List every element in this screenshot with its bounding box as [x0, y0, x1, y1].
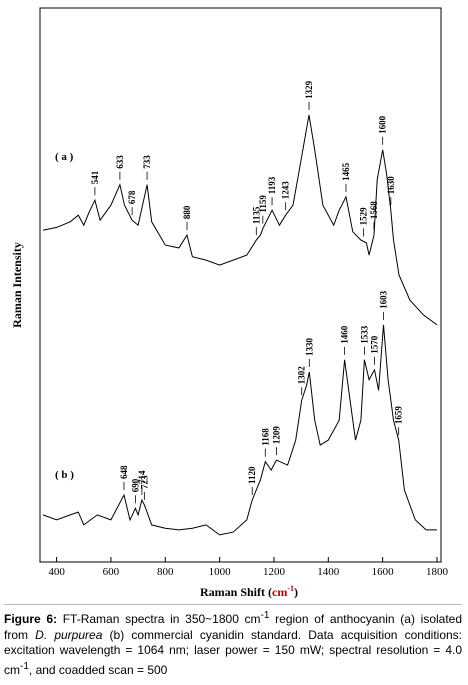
- peak-label: 1329: [304, 80, 314, 99]
- peak-label: 1533: [359, 325, 369, 344]
- caption-label: Figure 6:: [4, 612, 58, 626]
- peak-label: 1568: [369, 201, 379, 220]
- peak-label: 1135: [251, 206, 261, 224]
- peak-label: 633: [115, 155, 125, 169]
- caption-sup: -1: [260, 610, 270, 621]
- caption-text: region of anthocyanin (a) isolated from: [4, 612, 463, 642]
- x-label-unit: cm: [272, 585, 287, 599]
- peak-label: 1168: [260, 428, 270, 446]
- peak-label: 1330: [304, 337, 314, 356]
- peak-label: 733: [142, 155, 152, 169]
- chart: Raman Shift (cm-1) Raman Intensity 400 60…: [10, 7, 449, 599]
- x-tick-label: 1200: [263, 566, 286, 578]
- peak-label: 678: [127, 190, 137, 204]
- caption-text: , and coadded scan = 500: [28, 662, 168, 677]
- x-tick-label: 1800: [426, 566, 449, 578]
- caption-sup: -1: [20, 660, 29, 672]
- series-label: ( b ): [55, 469, 74, 481]
- x-tick-label: 1400: [317, 566, 340, 578]
- peak-label: 1600: [378, 115, 388, 134]
- peak-label: 1659: [394, 406, 404, 425]
- peak-label: 723: [139, 475, 149, 489]
- series-label: ( a ): [55, 151, 74, 163]
- x-tick-label: 600: [103, 566, 120, 578]
- plot-frame: [39, 7, 442, 563]
- peak-label: 1159: [258, 195, 268, 213]
- x-tick-label: 1600: [372, 566, 395, 578]
- x-label-text: Raman Shift (: [200, 585, 272, 599]
- x-label-sup: -1: [287, 584, 294, 593]
- y-axis-label: Raman Intensity: [10, 242, 24, 328]
- peak-label: 541: [90, 170, 100, 184]
- peak-label: 1209: [271, 426, 281, 445]
- x-tick-label: 800: [157, 566, 174, 578]
- caption-italic: D. purpurea: [35, 627, 103, 642]
- peak-label: 1193: [267, 176, 277, 194]
- x-tick-label: 1000: [209, 566, 232, 578]
- caption: Figure 6: FT-Raman spectra in 350~1800 c…: [4, 604, 462, 678]
- x-label-close: ): [294, 585, 298, 599]
- caption-text: FT-Raman spectra in 350~1800 cm: [57, 612, 261, 626]
- peak-label: 880: [182, 205, 192, 219]
- caption-text: (b) commercial cyanidin standard. Data a…: [4, 627, 462, 677]
- spectrum-line: [42, 324, 437, 536]
- peak-label: 648: [119, 465, 129, 479]
- x-tick-label: 400: [48, 566, 65, 578]
- peak-label: 1630: [386, 176, 396, 195]
- peak-label: 690: [130, 478, 140, 492]
- peak-label: 1120: [247, 466, 257, 484]
- peak-label: 1529: [358, 207, 368, 226]
- peak-label: 714: [137, 470, 147, 484]
- peak-label: 1460: [340, 325, 350, 344]
- peak-label: 1465: [341, 162, 351, 181]
- spectrum-line: [42, 114, 438, 326]
- peak-label: 1603: [378, 290, 388, 309]
- peak-label: 1570: [370, 335, 380, 354]
- x-axis-label: Raman Shift (cm-1): [200, 584, 298, 599]
- peak-label: 1243: [281, 181, 291, 200]
- peak-label: 1302: [297, 366, 307, 385]
